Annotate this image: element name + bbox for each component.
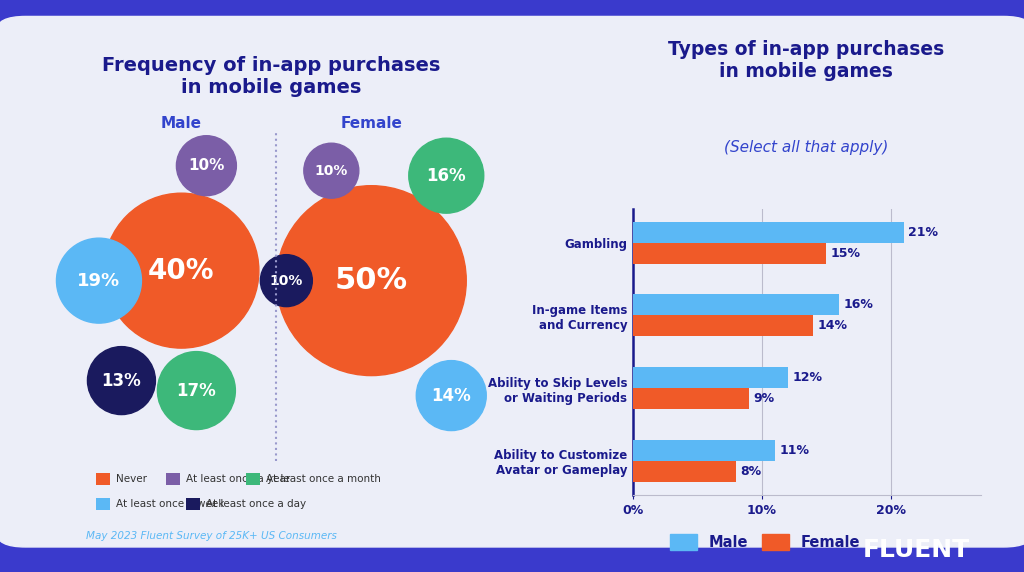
- FancyBboxPatch shape: [96, 498, 111, 510]
- FancyBboxPatch shape: [0, 17, 1024, 547]
- Circle shape: [260, 255, 312, 307]
- Text: 19%: 19%: [78, 272, 121, 289]
- Text: 12%: 12%: [793, 371, 822, 384]
- Text: Never: Never: [117, 474, 147, 483]
- Circle shape: [56, 238, 141, 323]
- Text: (Select all that apply): (Select all that apply): [724, 140, 888, 155]
- Text: 17%: 17%: [176, 382, 216, 400]
- Text: Types of in-app purchases
in mobile games: Types of in-app purchases in mobile game…: [668, 40, 944, 81]
- Text: 8%: 8%: [740, 465, 762, 478]
- Text: 11%: 11%: [779, 444, 809, 457]
- FancyBboxPatch shape: [186, 498, 201, 510]
- Text: 13%: 13%: [101, 372, 141, 390]
- Text: 40%: 40%: [148, 257, 215, 285]
- Legend: Male, Female: Male, Female: [671, 534, 860, 550]
- Bar: [633, 315, 813, 336]
- Bar: [633, 222, 903, 243]
- Text: At least once a week: At least once a week: [117, 499, 225, 509]
- FancyBboxPatch shape: [96, 472, 111, 484]
- Text: 16%: 16%: [844, 299, 873, 311]
- Circle shape: [304, 143, 358, 198]
- Bar: [633, 440, 775, 461]
- Text: Male: Male: [161, 116, 202, 131]
- Text: Female: Female: [340, 116, 402, 131]
- Text: 9%: 9%: [754, 392, 774, 405]
- Text: 21%: 21%: [908, 226, 938, 239]
- Circle shape: [87, 347, 156, 415]
- Circle shape: [409, 138, 483, 213]
- Text: Frequency of in-app purchases
in mobile games: Frequency of in-app purchases in mobile …: [102, 55, 440, 97]
- Text: At least once a day: At least once a day: [207, 499, 306, 509]
- Text: 15%: 15%: [830, 247, 861, 260]
- Text: 10%: 10%: [269, 273, 303, 288]
- Circle shape: [176, 136, 237, 196]
- Circle shape: [276, 186, 466, 376]
- Text: 50%: 50%: [335, 266, 408, 295]
- Text: 14%: 14%: [431, 387, 471, 404]
- Circle shape: [417, 360, 486, 431]
- Text: 16%: 16%: [426, 166, 466, 185]
- Circle shape: [104, 193, 259, 348]
- Text: 14%: 14%: [818, 319, 848, 332]
- Bar: [633, 461, 736, 482]
- Circle shape: [158, 352, 236, 430]
- Text: May 2023 Fluent Survey of 25K+ US Consumers: May 2023 Fluent Survey of 25K+ US Consum…: [86, 530, 337, 541]
- Text: 10%: 10%: [314, 164, 348, 178]
- Text: FLUENT: FLUENT: [863, 538, 970, 562]
- Text: At least once a year: At least once a year: [186, 474, 291, 483]
- Bar: [633, 367, 787, 388]
- Text: 10%: 10%: [188, 158, 224, 173]
- FancyBboxPatch shape: [167, 472, 180, 484]
- Bar: [633, 295, 839, 315]
- Text: At least once a month: At least once a month: [266, 474, 381, 483]
- Bar: [633, 243, 826, 264]
- Bar: [633, 388, 749, 409]
- FancyBboxPatch shape: [247, 472, 260, 484]
